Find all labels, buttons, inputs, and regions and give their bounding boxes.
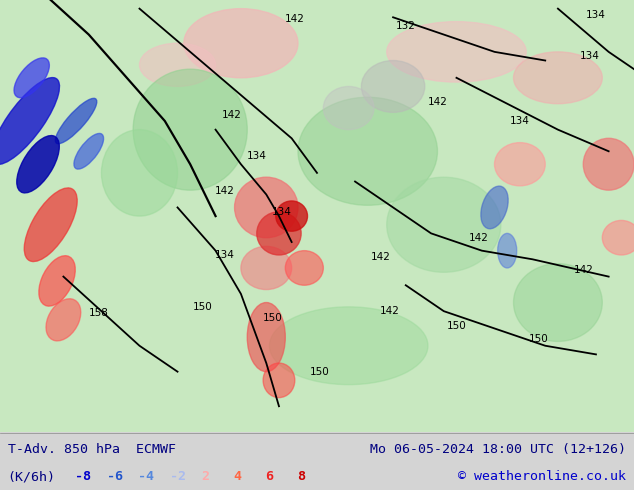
Text: -2: -2 bbox=[170, 470, 186, 483]
Text: 132: 132 bbox=[396, 21, 416, 31]
Text: -6: -6 bbox=[107, 470, 122, 483]
Text: 134: 134 bbox=[510, 116, 530, 126]
Ellipse shape bbox=[14, 58, 49, 98]
Text: 150: 150 bbox=[529, 334, 549, 344]
Text: 134: 134 bbox=[579, 51, 600, 61]
Ellipse shape bbox=[583, 138, 634, 190]
Ellipse shape bbox=[16, 136, 60, 193]
Text: 150: 150 bbox=[262, 313, 283, 322]
Text: -4: -4 bbox=[138, 470, 154, 483]
Text: 150: 150 bbox=[193, 302, 213, 312]
Ellipse shape bbox=[39, 256, 75, 306]
Text: T-Adv. 850 hPa  ECMWF: T-Adv. 850 hPa ECMWF bbox=[8, 442, 176, 456]
Ellipse shape bbox=[387, 22, 526, 82]
Text: 142: 142 bbox=[469, 233, 489, 243]
Ellipse shape bbox=[235, 177, 298, 238]
Ellipse shape bbox=[55, 98, 97, 144]
Ellipse shape bbox=[257, 212, 301, 255]
Ellipse shape bbox=[514, 264, 602, 342]
Text: 142: 142 bbox=[285, 14, 305, 24]
Ellipse shape bbox=[139, 43, 216, 86]
Ellipse shape bbox=[481, 186, 508, 229]
Text: 4: 4 bbox=[233, 470, 242, 483]
Ellipse shape bbox=[24, 188, 77, 262]
Text: 142: 142 bbox=[427, 97, 448, 106]
Text: 142: 142 bbox=[221, 110, 242, 120]
Ellipse shape bbox=[298, 97, 437, 205]
Ellipse shape bbox=[276, 201, 307, 231]
Ellipse shape bbox=[387, 177, 501, 272]
Ellipse shape bbox=[74, 133, 103, 169]
Ellipse shape bbox=[46, 299, 81, 341]
Text: 8: 8 bbox=[297, 470, 305, 483]
Text: 150: 150 bbox=[310, 367, 330, 377]
Text: 142: 142 bbox=[215, 186, 235, 196]
Text: 158: 158 bbox=[88, 308, 108, 318]
Ellipse shape bbox=[361, 60, 425, 112]
Text: 142: 142 bbox=[573, 265, 593, 275]
Text: Mo 06-05-2024 18:00 UTC (12+126): Mo 06-05-2024 18:00 UTC (12+126) bbox=[370, 442, 626, 456]
Ellipse shape bbox=[133, 69, 247, 190]
Ellipse shape bbox=[263, 363, 295, 397]
Text: 6: 6 bbox=[265, 470, 273, 483]
Text: (K/6h): (K/6h) bbox=[8, 470, 56, 483]
Text: 142: 142 bbox=[370, 252, 391, 262]
Ellipse shape bbox=[495, 143, 545, 186]
Text: 142: 142 bbox=[380, 306, 400, 316]
Text: 2: 2 bbox=[202, 470, 210, 483]
Text: 134: 134 bbox=[247, 150, 267, 161]
Text: 134: 134 bbox=[215, 250, 235, 260]
Ellipse shape bbox=[0, 77, 60, 165]
Ellipse shape bbox=[602, 220, 634, 255]
Text: 150: 150 bbox=[446, 321, 467, 331]
Ellipse shape bbox=[285, 251, 323, 285]
Ellipse shape bbox=[184, 9, 298, 78]
Text: -8: -8 bbox=[75, 470, 91, 483]
Text: © weatheronline.co.uk: © weatheronline.co.uk bbox=[458, 470, 626, 483]
Ellipse shape bbox=[101, 130, 178, 216]
Ellipse shape bbox=[269, 307, 428, 385]
Text: 134: 134 bbox=[272, 207, 292, 217]
Ellipse shape bbox=[323, 86, 374, 130]
Ellipse shape bbox=[247, 302, 285, 372]
Ellipse shape bbox=[498, 233, 517, 268]
Ellipse shape bbox=[241, 246, 292, 290]
Text: 134: 134 bbox=[586, 10, 606, 20]
Ellipse shape bbox=[514, 52, 602, 104]
